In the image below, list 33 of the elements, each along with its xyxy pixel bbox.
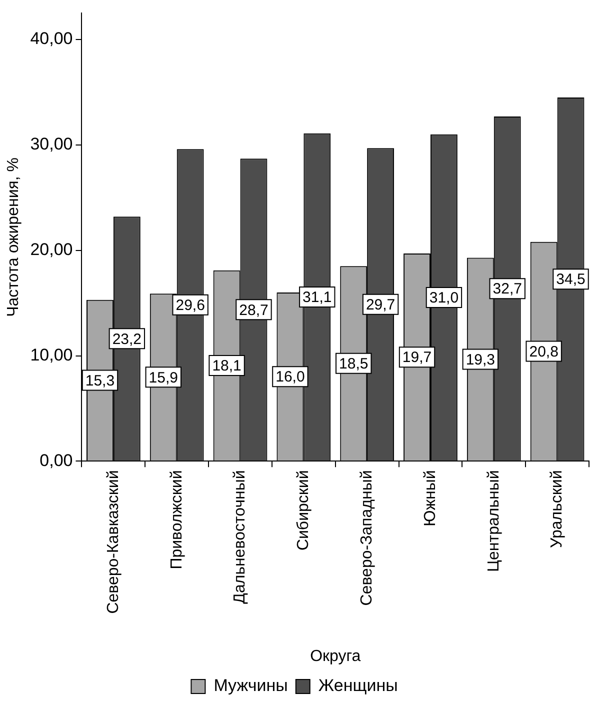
y-axis-title: Частота ожирения, %	[5, 157, 22, 317]
data-label: 29,6	[176, 297, 205, 314]
x-tick-label: Дальневосточный	[232, 470, 249, 604]
legend-label: Мужчины	[214, 676, 288, 696]
data-label: 32,7	[492, 280, 522, 298]
data-label: 31,1	[302, 289, 332, 306]
x-tick-label: Сибирский	[295, 470, 312, 551]
data-label: 23,2	[112, 330, 142, 348]
data-label: 20,8	[529, 343, 558, 360]
x-tick-label: Северо-Кавказский	[104, 470, 122, 614]
x-tick-label: Центральный	[485, 470, 502, 572]
legend-label: Женщины	[318, 676, 398, 696]
data-label: 16,0	[276, 368, 305, 386]
x-tick-label: Северо-Западный	[358, 470, 376, 606]
data-label: 19,7	[402, 349, 432, 366]
x-tick-label: Южный	[422, 470, 439, 526]
data-label: 29,7	[366, 296, 396, 314]
data-label: 18,5	[339, 356, 368, 373]
data-label: 19,3	[466, 351, 496, 368]
x-tick-label: Приволжский	[168, 470, 186, 570]
data-label: 18,1	[212, 358, 242, 375]
y-tick-label: 30,00	[30, 134, 73, 154]
data-label: 15,9	[148, 369, 178, 386]
data-label: 15,3	[85, 372, 115, 390]
y-tick-label: 20,00	[30, 240, 73, 260]
y-tick-label: 0,00	[40, 450, 73, 470]
x-tick-label: Уральский	[548, 470, 566, 548]
data-label: 34,5	[556, 271, 586, 288]
y-tick-label: 40,00	[30, 29, 73, 48]
y-tick-label: 10,00	[30, 345, 73, 364]
data-label: 31,0	[429, 290, 459, 307]
x-axis-title: Округа	[310, 648, 361, 665]
data-label: 28,7	[239, 302, 268, 319]
